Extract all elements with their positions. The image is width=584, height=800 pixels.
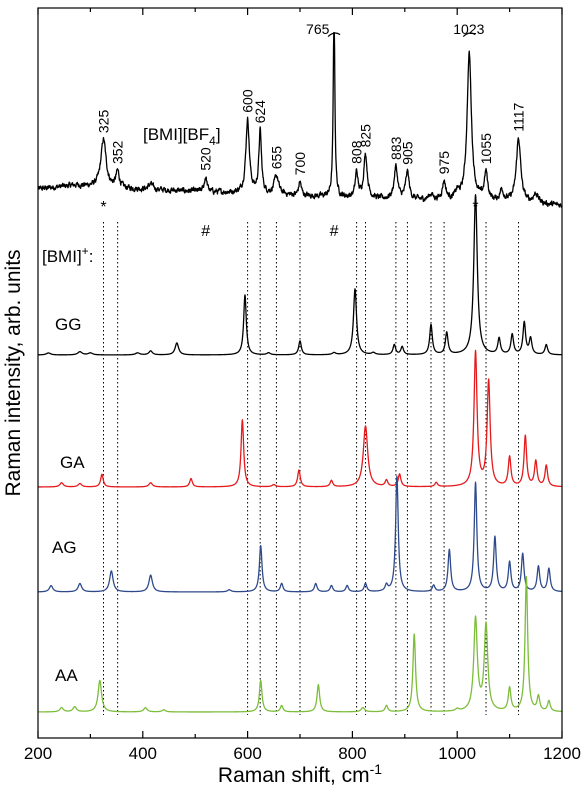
peak-label: 520 [198,147,214,171]
peak-label: 1055 [478,133,494,164]
axis-break-mark [327,32,341,38]
x-tick-label: 1200 [543,744,581,763]
peak-label: 700 [292,152,308,176]
x-axis-title: Raman shift, cm-1 [218,761,382,787]
peak-label: 905 [399,141,415,165]
peak-label: 808 [349,140,365,164]
axes: 200 400 600 800 1000 1200 Raman shift, cm-1 Ram… [2,7,581,787]
series-label-aa: AA [55,666,78,685]
guide-lines [103,222,520,715]
cation-label: [BMI]+: [42,244,93,266]
series-line-AG [37,475,563,593]
x-tick-label: 1000 [438,744,476,763]
series-label-gg: GG [55,315,81,334]
spectra [37,31,563,713]
hash-marker: # [201,223,210,240]
peak-label: 1117 [511,103,527,132]
star-marker: * [100,199,106,216]
peak-label: 765 [306,21,330,37]
series-label-ag: AG [52,538,77,557]
sample-label: [BMI][BF4] [143,125,221,148]
peak-label: 624 [252,100,268,124]
peak-label: 975 [436,151,452,175]
series-line-GG [37,194,563,356]
peak-label: 600 [240,89,256,113]
plot-frame [37,7,563,739]
peak-label: 1023 [453,21,484,37]
axis-break-mark [462,32,476,38]
x-tick-label: 600 [233,744,261,763]
x-tick-label: 800 [338,744,366,763]
hash-marker: # [330,223,339,240]
x-tick-label: 400 [129,744,157,763]
peak-label: 883 [388,136,404,160]
series-line-GA [37,349,563,488]
y-axis-title: Raman intensity, arb. units [2,249,25,496]
peak-label: 825 [358,124,374,148]
peak-label: 352 [110,140,126,164]
peak-label: 655 [268,146,284,170]
star-marker: * [472,199,478,216]
x-tick-label: 200 [24,744,52,763]
series-line-bmi-bf4 [37,31,563,208]
series-label-ga: GA [60,453,85,472]
peak-label: 325 [96,110,112,134]
series-line-AA [37,576,563,713]
